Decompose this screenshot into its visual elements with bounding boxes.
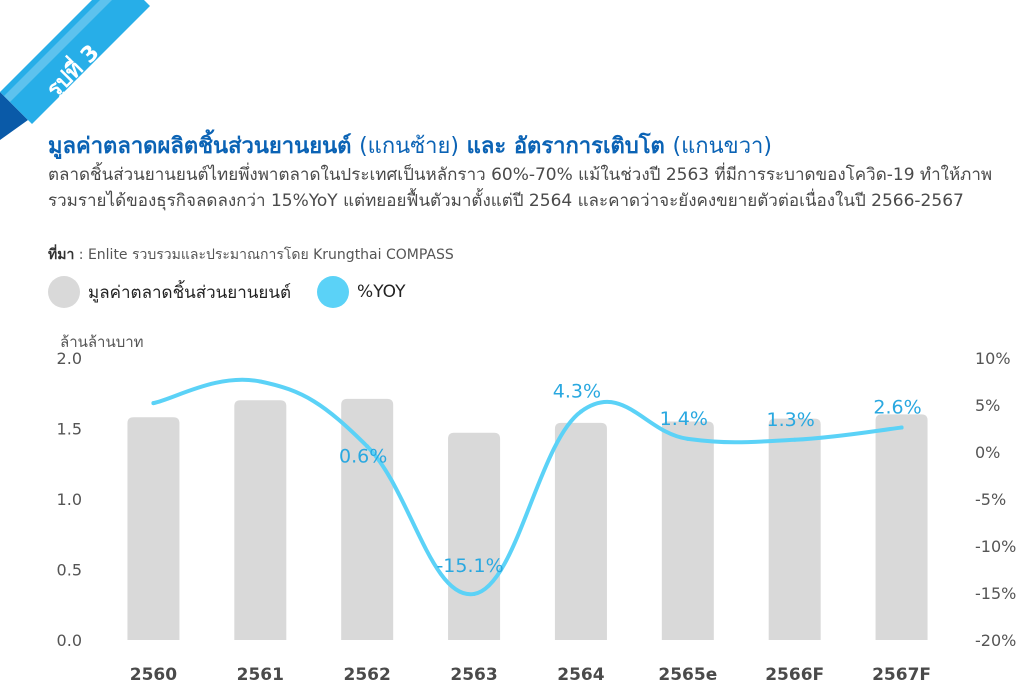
title-and: และ <box>466 134 507 159</box>
title-right-axis-note: (แกนขวา) <box>672 134 772 159</box>
bar <box>875 414 928 640</box>
y2-tick-label: 5% <box>975 396 1000 415</box>
bar <box>554 422 607 640</box>
y-axis-label: ล้านล้านบาท <box>60 333 144 351</box>
line-point <box>472 591 477 596</box>
y-tick-label: 0.5 <box>57 561 82 580</box>
line-point <box>365 444 370 449</box>
ribbon-highlight <box>4 0 112 102</box>
x-tick-label: 2565e <box>658 665 717 685</box>
line-point <box>258 379 263 384</box>
y2-tick-label: 0% <box>975 443 1000 462</box>
data-label: 0.6% <box>339 445 387 467</box>
legend-label-line: %YOY <box>357 282 406 302</box>
legend-label-bar: มูลค่าตลาดชิ้นส่วนยานยนต์ <box>88 282 292 303</box>
bar <box>234 400 287 640</box>
y-tick-label: 2.0 <box>57 349 82 368</box>
y2-tick-label: 10% <box>975 349 1011 368</box>
legend-swatch-bar <box>48 276 80 308</box>
legend: มูลค่าตลาดชิ้นส่วนยานยนต์ %YOY <box>48 276 432 308</box>
x-tick-label: 2563 <box>450 665 497 685</box>
figure-badge-ribbon: รูปที่ 3 <box>0 0 150 140</box>
y2-tick-label: -5% <box>975 490 1006 509</box>
line-point <box>899 425 904 430</box>
source-note: ที่มา : Enlite รวบรวมและประมาณการโดย Kru… <box>48 244 454 266</box>
legend-item-line: %YOY <box>317 276 406 308</box>
bar <box>768 418 821 640</box>
source-label: ที่มา <box>48 247 75 263</box>
line-point <box>792 437 797 442</box>
x-tick-label: 2564 <box>557 665 604 685</box>
x-tick-label: 2560 <box>130 665 177 685</box>
y-tick-label: 1.5 <box>57 420 82 439</box>
bar <box>341 398 394 640</box>
line-point <box>151 401 156 406</box>
y2-tick-label: -10% <box>975 537 1016 556</box>
bar <box>127 417 180 640</box>
line-point <box>685 436 690 441</box>
data-label: 1.4% <box>660 408 708 430</box>
legend-item-bar: มูลค่าตลาดชิ้นส่วนยานยนต์ <box>48 276 291 308</box>
y-tick-label: 0.0 <box>57 631 82 650</box>
title-secondary: อัตราการเติบโต <box>513 134 665 159</box>
data-label: 4.3% <box>553 381 601 403</box>
ribbon-body <box>0 0 150 124</box>
legend-swatch-line <box>317 276 350 308</box>
x-tick-label: 2566F <box>765 665 824 685</box>
x-tick-label: 2567F <box>872 665 931 685</box>
chart-title: มูลค่าตลาดผลิตชิ้นส่วนยานยนต์ (แกนซ้าย) … <box>48 128 772 163</box>
y-tick-label: 1.0 <box>57 490 82 509</box>
y2-tick-label: -15% <box>975 584 1016 603</box>
series-line-yoy <box>151 377 904 596</box>
bar <box>448 432 501 640</box>
x-tick-label: 2561 <box>237 665 284 685</box>
x-tick-label: 2562 <box>344 665 391 685</box>
data-label: -15.1% <box>436 555 503 577</box>
bar <box>661 421 714 640</box>
title-main: มูลค่าตลาดผลิตชิ้นส่วนยานยนต์ <box>48 134 352 159</box>
line-point <box>578 409 583 414</box>
chart-description: ตลาดชิ้นส่วนยานยนต์ไทยพึ่งพาตลาดในประเทศ… <box>48 165 993 211</box>
data-label: 1.3% <box>767 409 815 431</box>
source-text: : Enlite รวบรวมและประมาณการโดย Krungthai… <box>74 247 454 263</box>
y2-tick-label: -20% <box>975 631 1016 650</box>
title-left-axis-note: (แกนซ้าย) <box>359 134 459 159</box>
ribbon-tail <box>0 92 28 140</box>
data-label: 2.6% <box>873 397 921 419</box>
